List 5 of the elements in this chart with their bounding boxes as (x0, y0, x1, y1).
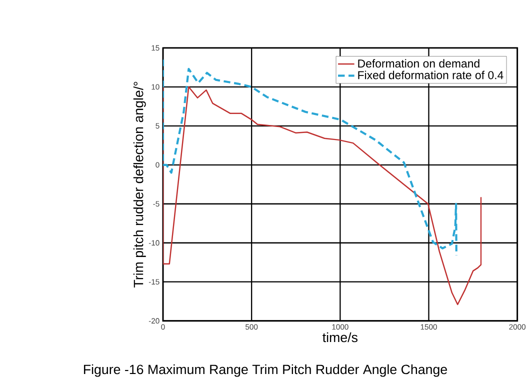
legend-label: Deformation on demand (358, 59, 480, 68)
x-axis-title: time/s (322, 332, 358, 342)
legend-label: Fixed deformation rate of 0.4 (358, 70, 504, 80)
y-axis-title: Trim pitch rudder deflection angle/° (133, 82, 146, 288)
text: Figure -16 Maximum Range Trim Pitch Rudder Angle Change (84, 364, 447, 377)
